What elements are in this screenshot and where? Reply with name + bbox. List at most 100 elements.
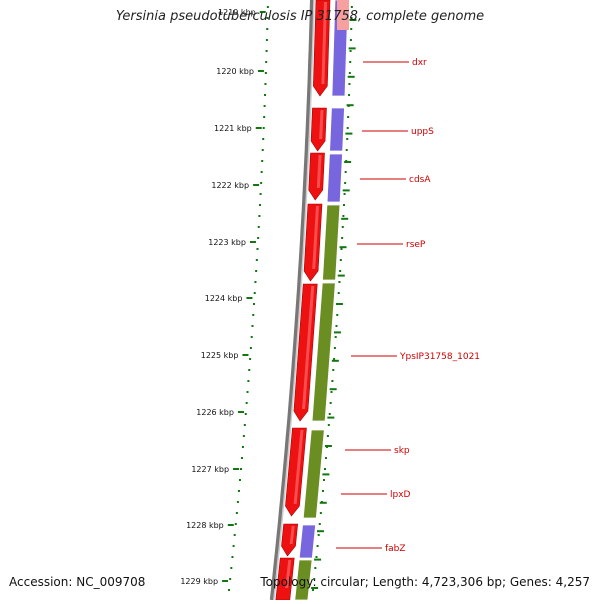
scale-dot (264, 72, 267, 74)
scale-dot (227, 589, 230, 591)
scale-dot (237, 490, 240, 492)
scale-dot (266, 6, 269, 8)
scale-dot (247, 380, 250, 382)
scale-dot (235, 512, 238, 514)
scale-dot (263, 105, 266, 107)
scale-dot (342, 204, 345, 206)
scale-dot (333, 358, 336, 360)
scale-dot (266, 28, 269, 30)
scale-dot (350, 28, 353, 30)
kbp-label: 1223 kbp (208, 238, 246, 247)
gene-label-cdsa[interactable]: cdsA (409, 175, 431, 185)
accession-label: Accession: NC_009708 (9, 575, 146, 589)
gene-band (329, 107, 345, 152)
scale-dot (339, 270, 342, 272)
scale-dot (264, 94, 267, 96)
kbp-label: 1221 kbp (214, 124, 252, 133)
scale-dot (326, 435, 329, 437)
scale-dot (246, 391, 249, 393)
scale-dot (244, 413, 247, 415)
gene-label-ypsip31758_1021[interactable]: YpsIP31758_1021 (399, 352, 480, 362)
scale-dot (255, 270, 258, 272)
scale-dot (324, 457, 327, 459)
scale-dot (330, 391, 333, 393)
scale-dot (258, 204, 261, 206)
scale-dot (261, 160, 264, 162)
kbp-label: 1227 kbp (191, 465, 229, 474)
scale-dot (229, 578, 232, 580)
scale-dot (327, 424, 330, 426)
scale-dot (347, 116, 350, 118)
scale-dot (333, 347, 336, 349)
scale-dot (233, 534, 236, 536)
gene-arrow-shade (293, 430, 304, 504)
scale-dot (318, 523, 321, 525)
kbp-label: 1224 kbp (205, 294, 243, 303)
scale-dot (265, 39, 268, 41)
scale-dot (250, 336, 253, 338)
scale-dot (249, 347, 252, 349)
scale-dot (230, 567, 233, 569)
gene-arrow-shade (321, 2, 327, 84)
topology-label: Topology: circular; Length: 4,723,306 bp… (260, 575, 590, 589)
scale-dot (350, 6, 353, 8)
scale-dot (322, 479, 325, 481)
scale-dot (238, 479, 241, 481)
scale-dot (334, 336, 337, 338)
scale-dot (345, 149, 348, 151)
gene-arrow (310, 107, 327, 152)
gene-label-rsep[interactable]: rseP (406, 240, 426, 250)
scale-dot (239, 468, 242, 470)
gene-arrow-shade (319, 110, 324, 139)
scale-dot (349, 39, 352, 41)
scale-dot (260, 171, 263, 173)
scale-dot (337, 292, 340, 294)
scale-dot (265, 50, 268, 52)
scale-dot (254, 281, 257, 283)
scale-dot (317, 534, 320, 536)
gene-label-fabz[interactable]: fabZ (385, 544, 406, 554)
gene-band (298, 524, 317, 559)
scale-dot (340, 248, 343, 250)
scale-dot (346, 138, 349, 140)
kbp-label: 1226 kbp (196, 408, 234, 417)
scale-dot (231, 556, 234, 558)
scale-dot (259, 193, 262, 195)
scale-dot (263, 116, 266, 118)
scale-dot (349, 61, 352, 63)
scale-dot (256, 248, 259, 250)
scale-dot (341, 226, 344, 228)
scale-dot (336, 314, 339, 316)
genome-backbone-highlight (273, 0, 315, 601)
scale-dot (262, 138, 265, 140)
scale-dot (242, 435, 245, 437)
kbp-label: 1220 kbp (216, 67, 254, 76)
scale-dot (338, 281, 341, 283)
scale-dot (343, 193, 346, 195)
scale-dot (346, 127, 349, 129)
gene-label-skp[interactable]: skp (394, 446, 410, 456)
gene-label-upps[interactable]: uppS (411, 127, 434, 137)
genome-title: Yersinia pseudotuberculosis IP 31758, co… (115, 9, 485, 24)
scale-dot (344, 182, 347, 184)
gene-arrow (303, 203, 323, 282)
scale-dot (321, 490, 324, 492)
gene-label-lpxd[interactable]: lpxD (390, 490, 411, 500)
gene-band (322, 204, 341, 281)
scale-dot (252, 303, 255, 305)
gene-arrow-shade (289, 526, 295, 544)
scale-dot (349, 50, 352, 52)
scale-dot (329, 402, 332, 404)
scale-dot (348, 94, 351, 96)
scale-dot (251, 325, 254, 327)
gene-label-dxr[interactable]: dxr (412, 58, 427, 68)
scale-dot (328, 413, 331, 415)
scale-dot (332, 369, 335, 371)
gene-arrow-shade (312, 206, 319, 269)
gene-arrow-faint (337, 0, 349, 30)
scale-dot (315, 556, 318, 558)
kbp-label: 1222 kbp (211, 181, 249, 190)
scale-dot (248, 369, 251, 371)
